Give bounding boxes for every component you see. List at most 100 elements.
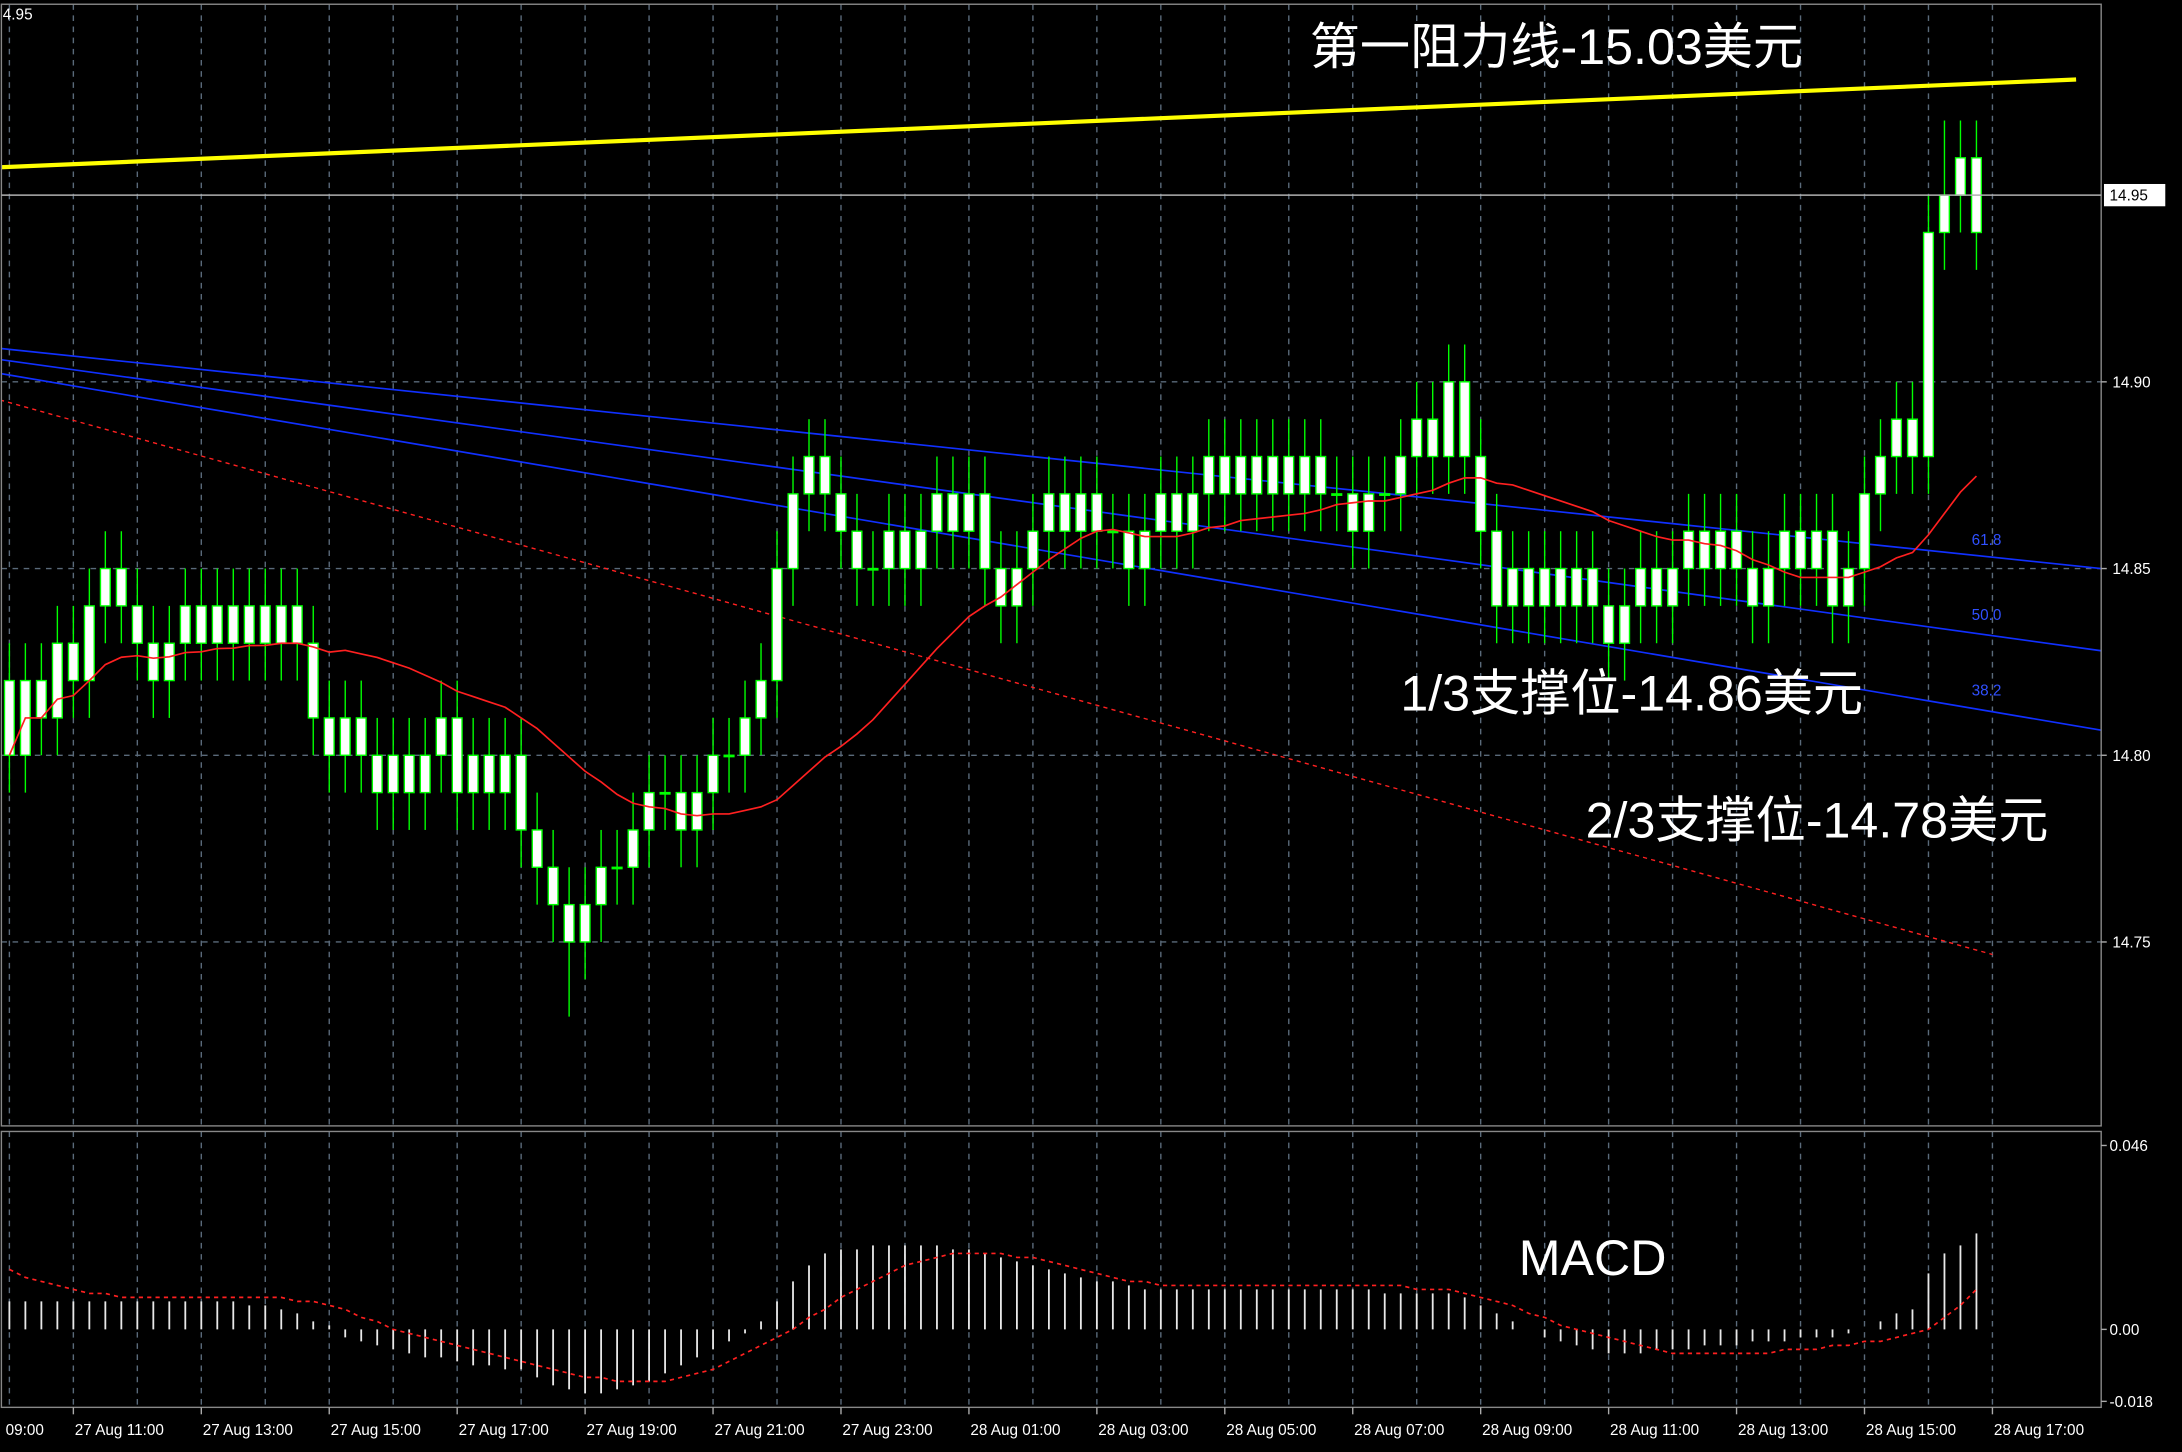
candle-body xyxy=(595,866,607,906)
x-tick-label: 27 Aug 17:00 xyxy=(459,1422,549,1439)
main-frame xyxy=(0,3,2102,1127)
candle-body xyxy=(83,605,95,682)
candle-body xyxy=(723,754,735,758)
candle-body xyxy=(1107,530,1119,534)
fib-label: 38.2 xyxy=(1972,682,2002,699)
candle-body xyxy=(1155,493,1167,532)
candle-body xyxy=(803,455,815,495)
candle-body xyxy=(627,829,639,868)
candle-body xyxy=(339,717,351,756)
y-tick-label: 14.80 xyxy=(2112,748,2150,765)
candle-body xyxy=(755,679,767,719)
x-tick-label: 27 Aug 11:00 xyxy=(75,1422,164,1439)
candle-body xyxy=(1539,567,1551,607)
macd-panel xyxy=(8,1233,1978,1394)
x-tick-label: 28 Aug 03:00 xyxy=(1098,1422,1188,1439)
candle-body xyxy=(1251,455,1263,495)
candle-body xyxy=(851,530,863,570)
candle-body xyxy=(243,605,255,644)
fib-label: 50.0 xyxy=(1972,607,2002,624)
candle-body xyxy=(1395,455,1407,495)
candle-body xyxy=(1603,605,1615,644)
candle-body xyxy=(515,754,527,831)
candle-body xyxy=(51,642,63,719)
y-tick-label: 14.90 xyxy=(2112,374,2150,391)
candle-body xyxy=(1714,530,1727,570)
candle-body xyxy=(643,791,655,831)
candle-body xyxy=(979,493,991,570)
candle-body xyxy=(867,567,879,571)
candle-body xyxy=(3,679,15,756)
candle-body xyxy=(1778,530,1791,570)
candle-body xyxy=(1139,530,1151,570)
candle-body xyxy=(1762,567,1775,607)
annotation: 2/3支撑位-14.78美元 xyxy=(1586,792,2049,848)
candle-body xyxy=(835,493,847,532)
y-tick-label: -0.018 xyxy=(2110,1394,2153,1411)
candle-body xyxy=(691,791,703,831)
x-tick-label: 27 Aug 13:00 xyxy=(203,1422,293,1439)
x-tick-label: 28 Aug 15:00 xyxy=(1866,1422,1956,1439)
candle-body xyxy=(355,717,367,756)
x-tick-label: 27 Aug 19:00 xyxy=(587,1422,677,1439)
candle-body xyxy=(467,754,479,794)
candle-body xyxy=(1091,493,1103,532)
candle-body xyxy=(1491,530,1503,607)
candle-body xyxy=(275,605,287,644)
candle-body xyxy=(787,493,799,570)
x-tick-label: 28 Aug 13:00 xyxy=(1738,1422,1828,1439)
candle-body xyxy=(1475,455,1487,532)
candle-body xyxy=(227,605,239,644)
candle-body xyxy=(1459,381,1471,458)
candle-body xyxy=(1746,567,1759,607)
candle-body xyxy=(547,866,559,906)
candle-body xyxy=(387,754,399,794)
candle-body xyxy=(371,754,383,794)
annotation: 第一阻力线-15.03美元 xyxy=(1310,19,1803,75)
x-tick-label: 27 Aug 15:00 xyxy=(331,1422,421,1439)
candle-body xyxy=(1267,455,1279,495)
x-tick-label: 28 Aug 17:00 xyxy=(1994,1422,2084,1439)
candle-body xyxy=(1651,567,1663,607)
candle-body xyxy=(771,567,783,682)
candle-body xyxy=(819,455,831,495)
corner-label: 4.95 xyxy=(3,7,33,24)
annotation: 1/3支撑位-14.86美元 xyxy=(1400,666,1863,722)
candle-body xyxy=(1315,455,1327,495)
candle-body xyxy=(259,605,271,644)
candle-body xyxy=(947,493,959,532)
candle-body xyxy=(1299,455,1311,495)
candle-body xyxy=(675,791,687,831)
candle-body xyxy=(1507,567,1519,607)
candle-body xyxy=(1938,194,1951,234)
y-tick-label: 0.046 xyxy=(2110,1138,2148,1155)
candle-body xyxy=(1906,418,1919,458)
candle-body xyxy=(131,605,143,644)
candle-body xyxy=(1890,418,1903,458)
y-tick-label: 14.75 xyxy=(2112,935,2150,952)
candle-body xyxy=(963,493,975,532)
fib-line xyxy=(1,372,2102,732)
x-tick-label: 28 Aug 09:00 xyxy=(1482,1422,1572,1439)
candle-body xyxy=(1619,605,1631,644)
candle-body xyxy=(531,829,543,868)
candle-body xyxy=(195,605,207,644)
candle-body xyxy=(323,717,335,756)
candle-body xyxy=(1379,493,1391,496)
y-tick-label: 14.85 xyxy=(2112,561,2150,578)
candle-body xyxy=(1954,157,1967,196)
fib-label: 61.8 xyxy=(1972,532,2002,549)
candle-body xyxy=(1443,381,1455,458)
candle-body xyxy=(1571,567,1583,607)
candles xyxy=(3,120,1983,1017)
candle-body xyxy=(1043,493,1055,532)
candle-body xyxy=(1427,418,1439,458)
candle-body xyxy=(1123,530,1135,570)
macd-title: MACD xyxy=(1519,1230,1667,1286)
fib-line xyxy=(1,347,2102,570)
candle-body xyxy=(1874,455,1887,495)
x-tick-label: 27 Aug 21:00 xyxy=(714,1422,804,1439)
candle-body xyxy=(1842,567,1855,607)
